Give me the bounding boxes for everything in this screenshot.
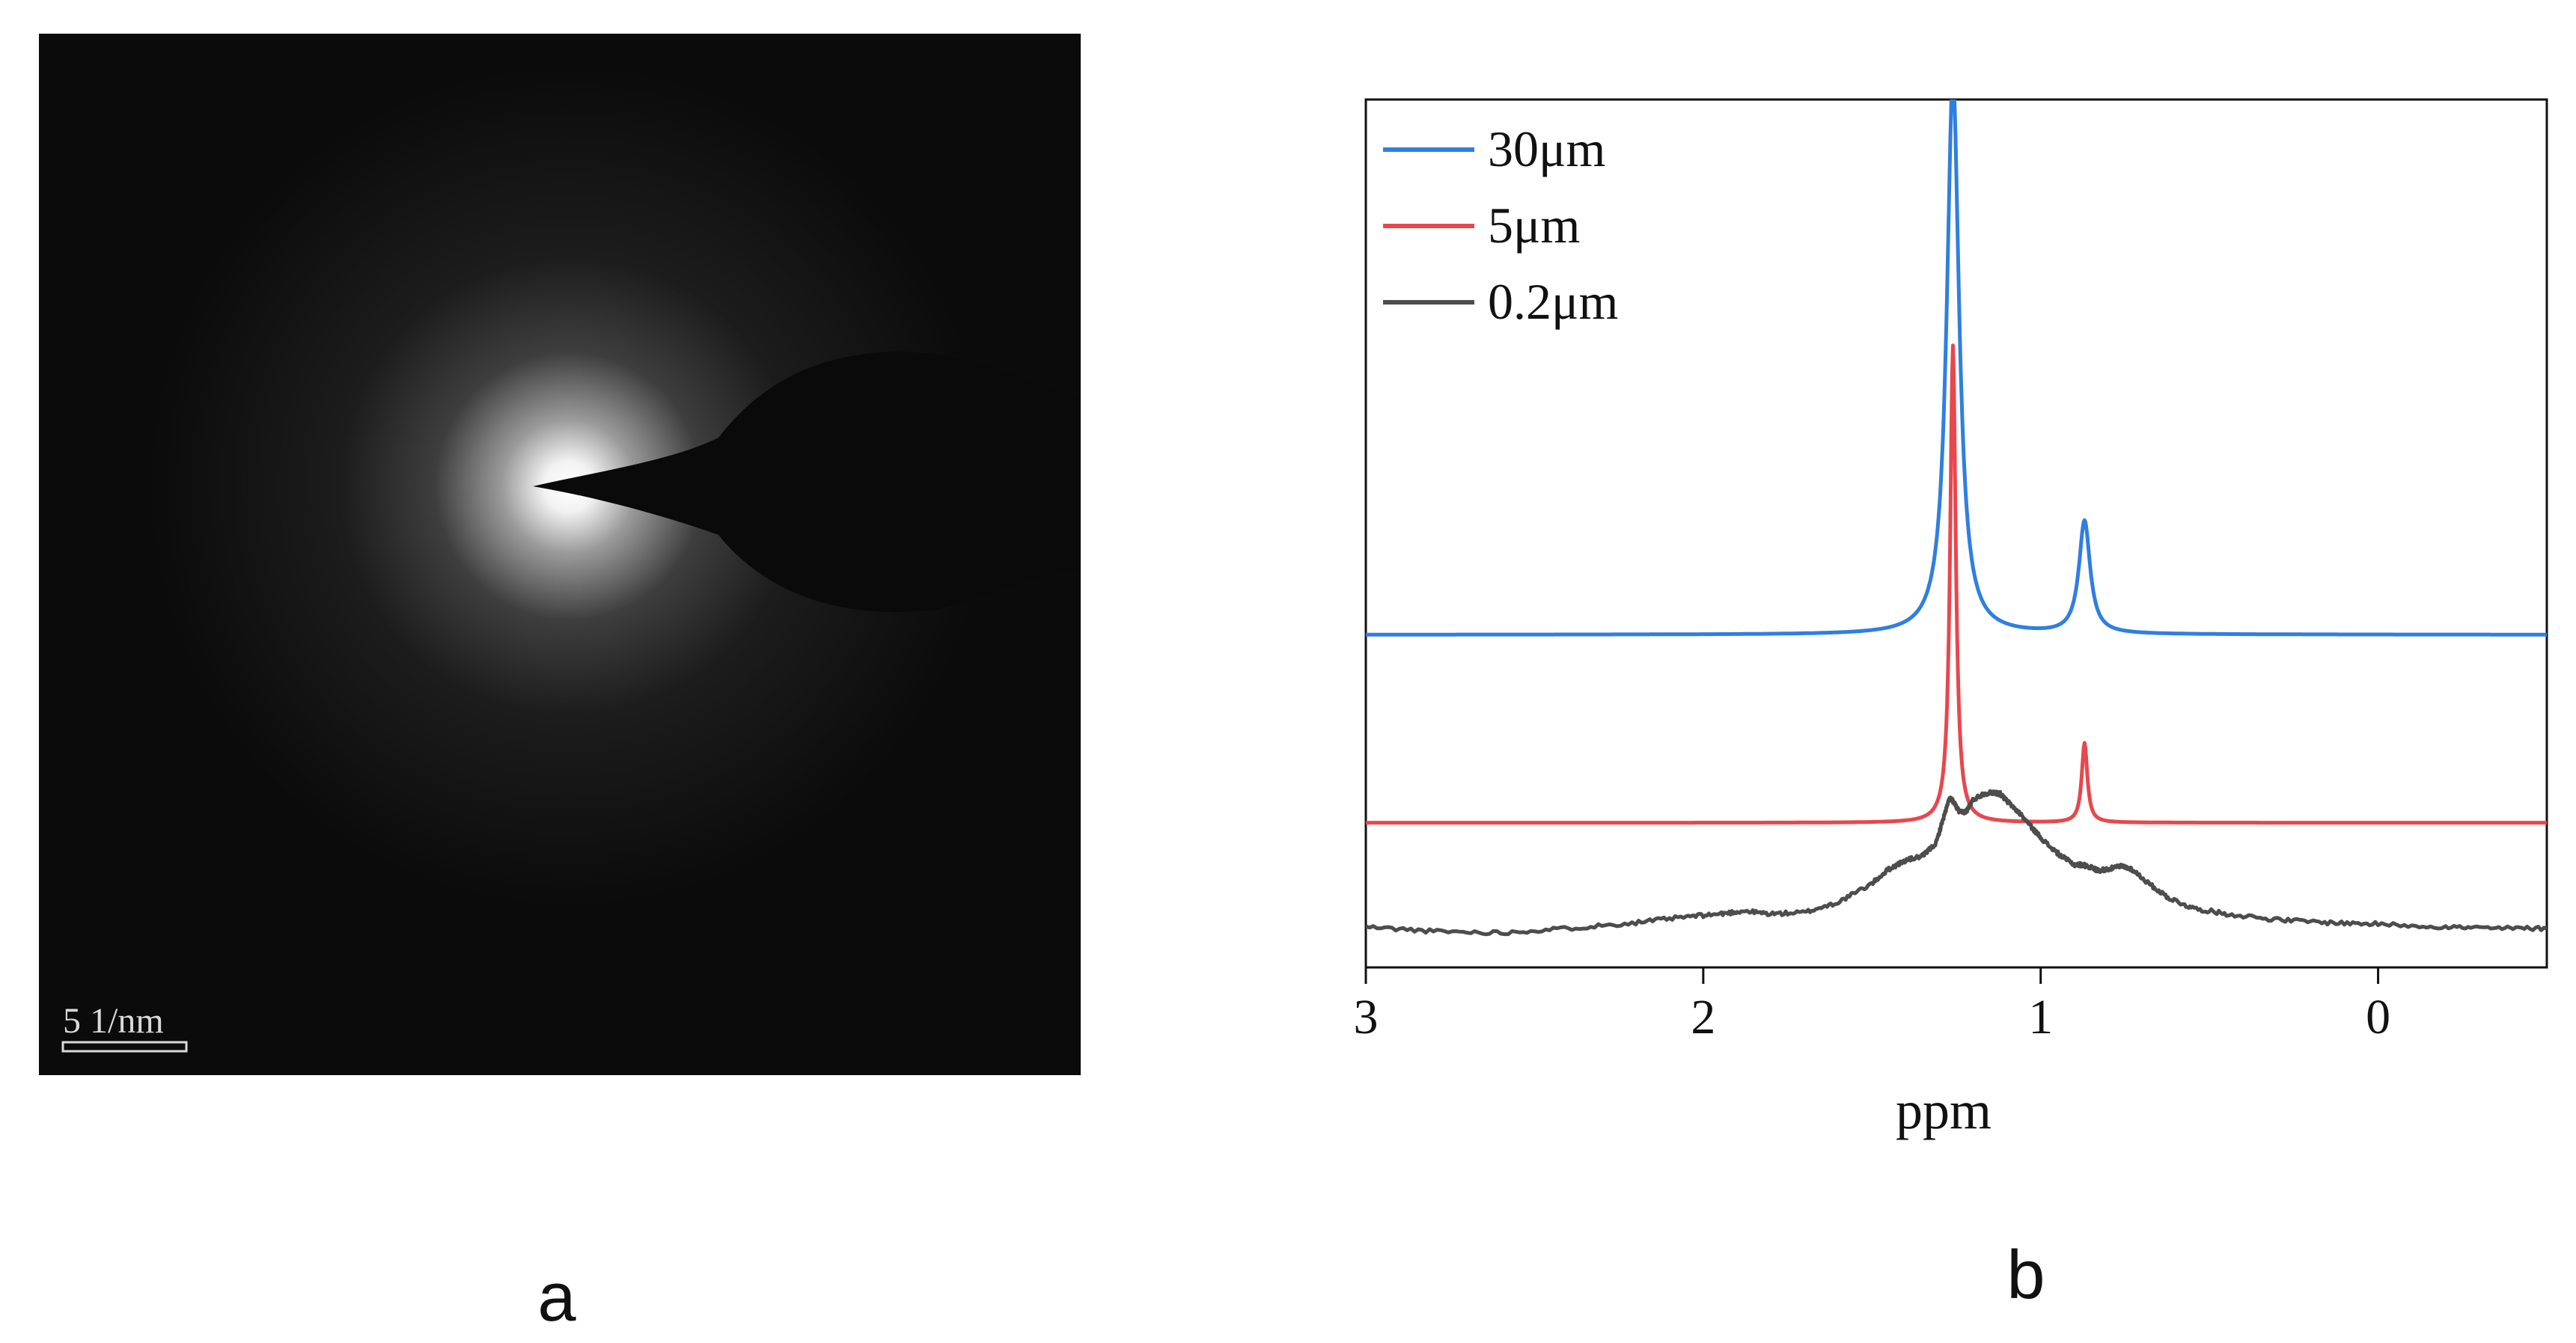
beam-stopper — [533, 351, 1081, 613]
panel-b-label: b — [2006, 1237, 2045, 1313]
x-axis-label: ppm — [1896, 1080, 1991, 1140]
x-tick-label-2: 2 — [1691, 990, 1715, 1044]
panel-a-label: a — [537, 1259, 576, 1336]
x-tick-label-0: 0 — [2366, 990, 2390, 1044]
legend-label-2: 0.2μm — [1488, 273, 1618, 330]
panel-b: 3 2 1 0 30μm 5μm 0.2μm ppm b — [1354, 98, 2548, 1313]
legend-label-0: 30μm — [1488, 120, 1605, 177]
series-line-2 — [1366, 789, 2547, 937]
legend: 30μm 5μm 0.2μm — [1383, 120, 1618, 330]
series-line-1 — [1366, 343, 2547, 825]
x-tick-label-1: 1 — [2028, 990, 2053, 1044]
x-tick-label-3: 3 — [1354, 990, 1379, 1044]
scale-bar — [61, 1041, 188, 1053]
panel-a: 5 1/nm a — [39, 34, 1081, 1336]
scale-bar-label: 5 1/nm — [63, 1001, 164, 1041]
series-layer — [1366, 100, 2547, 937]
legend-label-1: 5μm — [1488, 197, 1580, 254]
x-axis: 3 2 1 0 — [1354, 967, 2390, 1044]
series-line-0 — [1366, 100, 2547, 637]
